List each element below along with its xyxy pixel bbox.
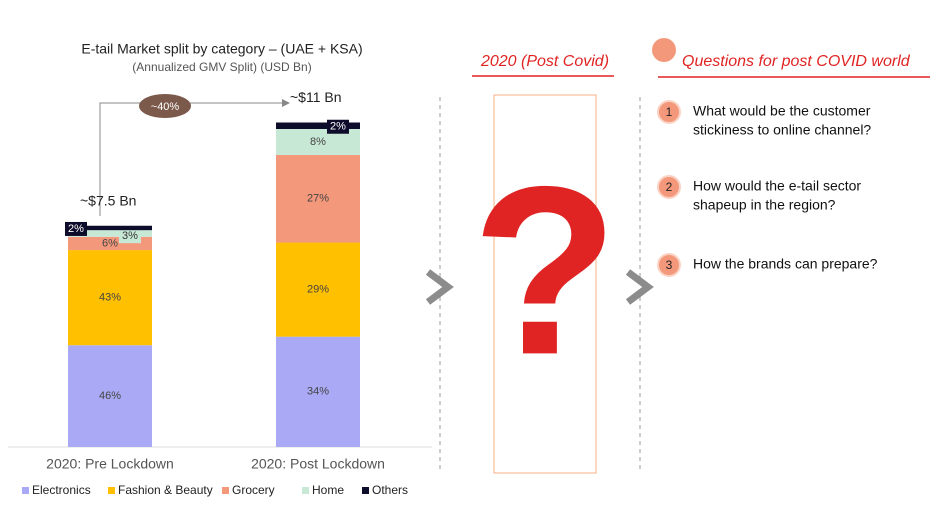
legend-swatch bbox=[302, 487, 309, 494]
bar-segment bbox=[68, 250, 152, 346]
growth-badge bbox=[139, 94, 191, 118]
bar-segment bbox=[276, 154, 360, 243]
value-label: 6% bbox=[102, 237, 118, 249]
legend-swatch bbox=[108, 487, 115, 494]
placeholder-box bbox=[493, 94, 597, 474]
number-badge bbox=[657, 100, 681, 124]
number-badge bbox=[657, 175, 681, 199]
label-box bbox=[65, 221, 87, 236]
bar-segment bbox=[276, 242, 360, 337]
question-text: shapeup in the region? bbox=[693, 197, 836, 213]
head-icon bbox=[652, 38, 676, 62]
legend-label: Electronics bbox=[32, 483, 91, 497]
legend-label: Grocery bbox=[232, 483, 275, 497]
total-label: ~$7.5 Bn bbox=[80, 192, 136, 208]
question-text: stickiness to online channel? bbox=[693, 122, 871, 138]
total-label: ~$11 Bn bbox=[290, 89, 342, 105]
arrow-head bbox=[282, 99, 290, 107]
value-label: 2% bbox=[330, 121, 346, 133]
question-mark: ? bbox=[472, 136, 619, 404]
value-label: 29% bbox=[307, 284, 329, 296]
label-box bbox=[327, 119, 349, 134]
value-label: 8% bbox=[310, 136, 326, 148]
value-label: 46% bbox=[99, 390, 121, 402]
growth-label: ~40% bbox=[151, 101, 180, 113]
number-badge bbox=[657, 253, 681, 277]
value-label: 3% bbox=[122, 230, 138, 242]
chart-subtitle: (Annualized GMV Split) (USD Bn) bbox=[132, 60, 311, 74]
questions-title: Questions for post COVID world bbox=[682, 53, 911, 70]
bar-segment bbox=[276, 122, 360, 129]
value-label: 2% bbox=[68, 223, 84, 235]
value-label: 27% bbox=[307, 193, 329, 205]
chevron bbox=[625, 269, 654, 305]
legend-swatch bbox=[222, 487, 229, 494]
bar-segment bbox=[68, 345, 152, 447]
middle-title: 2020 (Post Covid) bbox=[480, 53, 609, 70]
legend-label: Home bbox=[312, 483, 344, 497]
question-text: How would the e-tail sector bbox=[693, 178, 861, 194]
x-tick-label: 2020: Post Lockdown bbox=[251, 456, 385, 472]
x-tick-label: 2020: Pre Lockdown bbox=[46, 456, 174, 472]
legend-swatch bbox=[22, 487, 29, 494]
growth-arrow bbox=[99, 102, 282, 216]
value-label: 43% bbox=[99, 292, 121, 304]
chart-title: E-tail Market split by category – (UAE +… bbox=[81, 41, 362, 57]
legend-label: Fashion & Beauty bbox=[118, 483, 213, 497]
chevron bbox=[425, 269, 454, 305]
label-box bbox=[119, 229, 141, 244]
legend-swatch bbox=[362, 487, 369, 494]
number: 3 bbox=[666, 258, 673, 272]
number: 2 bbox=[666, 180, 673, 194]
bar-segment bbox=[68, 225, 152, 231]
bar-segment bbox=[276, 336, 360, 447]
bar-segment bbox=[68, 230, 152, 237]
number: 1 bbox=[666, 105, 673, 119]
legend-label: Others bbox=[372, 483, 408, 497]
question-text: How the brands can prepare? bbox=[693, 256, 878, 272]
question-text: What would be the customer bbox=[693, 103, 871, 119]
value-label: 34% bbox=[307, 386, 329, 398]
